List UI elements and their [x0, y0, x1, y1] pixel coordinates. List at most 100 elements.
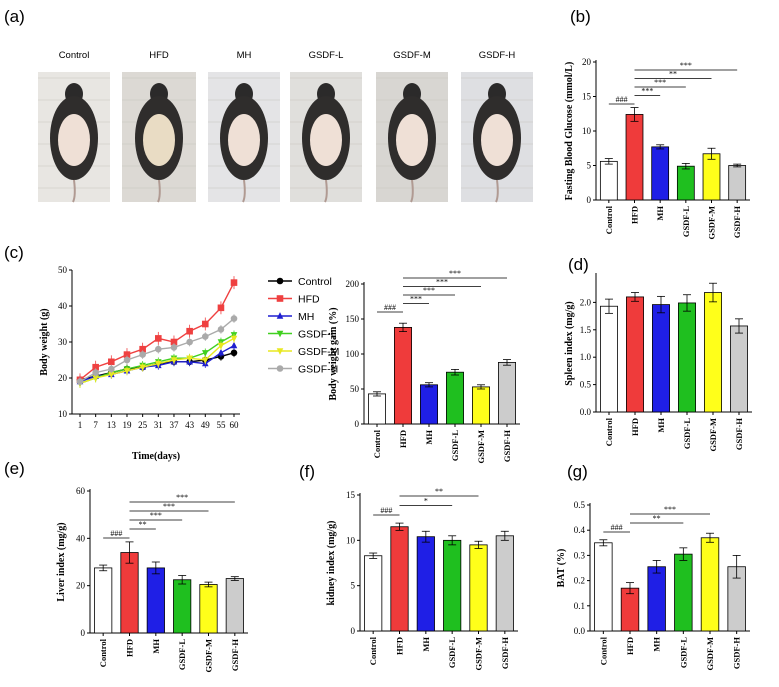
panel-label-f: (f) [299, 462, 315, 481]
mouse-tail [410, 179, 414, 203]
bar-mh [146, 567, 165, 634]
category-label: Control [604, 417, 614, 446]
mouse-abdomen [310, 114, 342, 166]
y-tick-label: 40 [76, 533, 86, 543]
panel-label-c: (c) [4, 243, 24, 262]
data-point [76, 378, 84, 385]
significance-label: ### [616, 95, 628, 104]
y-axis-title: Spleen index (mg/g) [564, 301, 575, 385]
significance-label: * [424, 497, 428, 506]
y-tick-label: 0.5 [580, 380, 592, 390]
significance-label: ** [435, 487, 443, 496]
bar-hfd [626, 296, 644, 413]
mouse-photo-0 [38, 72, 110, 203]
bar-mh [416, 536, 435, 632]
legend-label: MH [298, 311, 314, 323]
y-axis-title: Fasting Blood Glucose (mmol/L) [564, 62, 575, 201]
significance-label: *** [449, 269, 461, 278]
legend-label: Control [298, 276, 332, 288]
x-tick-label: 43 [185, 420, 195, 430]
significance-label: ** [139, 520, 147, 529]
panel-label-g: (g) [567, 462, 588, 481]
data-point [92, 369, 99, 376]
data-point [123, 356, 131, 364]
data-point [186, 338, 193, 346]
data-point [92, 363, 99, 371]
category-label: GSDF-L [682, 418, 692, 450]
category-label: HFD [398, 430, 408, 448]
category-label: GSDF-M [708, 418, 718, 452]
category-label: MH [424, 430, 434, 445]
x-tick-label: 13 [107, 420, 117, 430]
data-point [155, 335, 162, 342]
liver-index-chart: 0 20 40 60 Liver index (mg/g) Control HFD MH GSD… [56, 486, 248, 673]
panel-label-d: (d) [568, 255, 589, 274]
mouse-tail [242, 179, 246, 203]
mouse-photo-4 [376, 72, 448, 203]
category-label: GSDF-L [678, 637, 688, 669]
bar-mh [651, 146, 670, 201]
data-point [217, 342, 225, 350]
data-point [217, 348, 225, 356]
significance-label: ### [611, 523, 623, 532]
data-point [201, 333, 209, 340]
category-label: GSDF-H [734, 418, 744, 451]
mouse-tail [324, 179, 328, 203]
significance-label: ** [653, 514, 661, 523]
bar-gsdf-h [728, 165, 747, 201]
bar-gsdf-l [173, 579, 192, 634]
category-label: GSDF-H [500, 637, 510, 670]
category-label: MH [656, 418, 666, 433]
category-label: GSDF-L [177, 639, 187, 671]
panel-label-e: (e) [4, 459, 25, 478]
x-tick-label: 60 [230, 420, 240, 430]
significance-label: *** [423, 286, 435, 295]
y-tick-label: 20 [76, 581, 86, 591]
data-point [217, 304, 225, 312]
panel-label-a: (a) [4, 7, 25, 26]
bar-control [368, 393, 386, 425]
y-tick-label: 1.5 [580, 325, 592, 335]
y-tick-label: 30 [58, 337, 68, 347]
category-label: HFD [630, 206, 640, 224]
x-tick-label: 19 [122, 420, 132, 430]
legend-marker [276, 348, 284, 355]
bar-gsdf-l [674, 553, 693, 632]
data-point [92, 375, 99, 382]
legend-marker [276, 365, 284, 372]
data-point [217, 326, 225, 333]
y-tick-label: 10 [582, 126, 592, 136]
data-point [201, 357, 209, 364]
bar-mh [420, 384, 438, 425]
category-label: Control [98, 638, 108, 667]
y-tick-label: 20 [582, 57, 592, 67]
category-label: Control [598, 636, 608, 665]
legend-label: HFD [298, 294, 320, 306]
x-tick-label: 55 [216, 420, 226, 430]
category-label: HFD [125, 639, 135, 657]
significance-label: *** [641, 87, 653, 96]
category-label: GSDF-H [732, 206, 742, 239]
bar-hfd [620, 587, 640, 632]
bar-hfd [625, 114, 644, 201]
bar-gsdf-l [446, 371, 464, 425]
data-point [108, 358, 115, 366]
bar-gsdf-m [700, 537, 720, 632]
y-tick-label: 150 [346, 314, 360, 324]
photo-label-1: HFD [149, 50, 169, 61]
data-point [139, 345, 146, 353]
category-label: GSDF-M [707, 206, 717, 240]
y-axis-title: kidney index (mg/g) [326, 520, 337, 605]
category-label: MH [421, 637, 431, 652]
photo-label-2: MH [237, 50, 252, 61]
category-label: GSDF-L [450, 430, 460, 462]
category-label: MH [652, 637, 662, 652]
y-tick-label: 40 [58, 301, 68, 311]
bar-hfd [390, 526, 409, 632]
y-axis-title: Body weight (g) [39, 308, 50, 375]
category-label: HFD [630, 418, 640, 436]
x-tick-label: 7 [93, 420, 98, 430]
data-point [108, 365, 115, 373]
legend-marker [276, 312, 284, 319]
legend-marker [276, 330, 284, 338]
